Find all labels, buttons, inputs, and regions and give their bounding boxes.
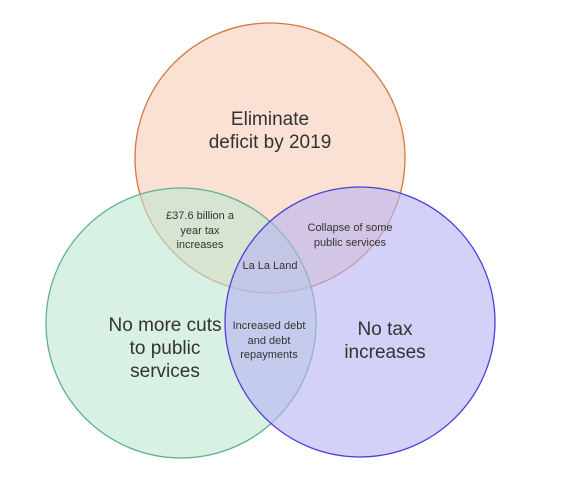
set-label-eliminate-deficit: Eliminate deficit by 2019 bbox=[208, 109, 332, 154]
circle-no-tax-increases bbox=[224, 186, 496, 458]
set-label-no-more-cuts: No more cuts to public services bbox=[108, 315, 222, 383]
intersection-label-collapse-services: Collapse of some public services bbox=[307, 222, 393, 249]
intersection-label-tax-increases: £37.6 billion a year tax increases bbox=[166, 210, 234, 252]
intersection-label-increased-debt: Increased debt and debt repayments bbox=[232, 320, 306, 362]
intersection-label-la-la-land: La La Land bbox=[242, 260, 298, 272]
set-label-no-tax-increases: No tax increases bbox=[344, 319, 426, 364]
